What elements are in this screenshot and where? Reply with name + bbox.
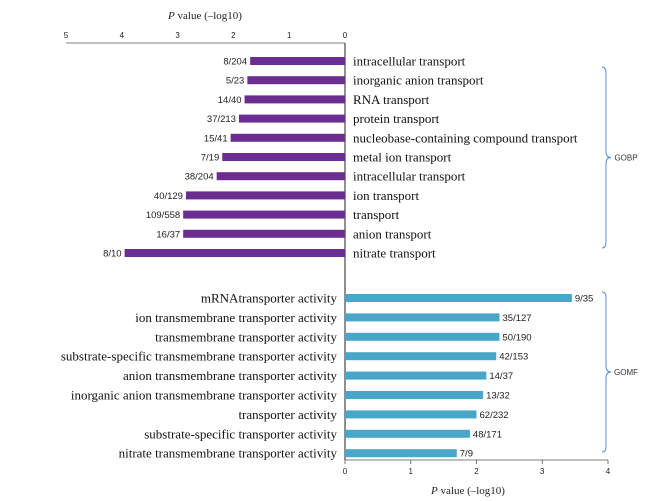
gobp-ratio-label: 40/129 xyxy=(154,191,183,202)
gomf-term-label: transmembrane transporter activity xyxy=(155,329,337,344)
gobp-term-label: RNA transport xyxy=(353,92,430,107)
gobp-bar xyxy=(244,95,345,104)
bottom-axis-tick-label: 2 xyxy=(474,467,479,476)
top-axis-tick-label: 5 xyxy=(64,31,69,40)
gobp-bar xyxy=(250,57,345,65)
gobp-term-label: nucleobase-containing compound transport xyxy=(353,130,578,145)
gomf-term-label: transporter activity xyxy=(238,407,337,422)
gobp-ratio-label: 16/37 xyxy=(156,229,180,240)
gobp-term-label: nitrate transport xyxy=(353,246,436,261)
gobp-bar xyxy=(183,229,345,238)
gomf-term-label: substrate-specific transmembrane transpo… xyxy=(61,349,338,364)
gomf-term-label: mRNAtransporter activity xyxy=(201,291,338,306)
gobp-bar xyxy=(238,114,345,123)
gobp-ratio-label: 5/23 xyxy=(226,76,245,87)
top-axis-tick-label: 1 xyxy=(287,31,292,40)
gobp-ratio-label: 109/558 xyxy=(146,210,180,221)
bottom-axis-tick-label: 1 xyxy=(409,467,414,476)
gobp-ratio-label: 37/213 xyxy=(207,114,236,125)
gomf-bar xyxy=(345,294,572,302)
gomf-ratio-label: 7/9 xyxy=(460,449,473,460)
bottom-axis-tick-label: 3 xyxy=(540,467,545,476)
gomf-bar xyxy=(345,410,477,419)
gomf-term-label: inorganic anion transmembrane transporte… xyxy=(71,388,338,403)
gobp-ratio-label: 8/10 xyxy=(103,249,122,260)
gobp-term-label: ion transport xyxy=(353,188,419,203)
gobp-bar xyxy=(222,153,345,161)
top-axis-tick-label: 0 xyxy=(343,31,348,40)
gobp-term-label: metal ion transport xyxy=(353,150,452,165)
gobp-bar xyxy=(216,172,345,181)
gobp-term-label: intracellular transport xyxy=(353,169,466,184)
gomf-ratio-label: 14/37 xyxy=(489,371,513,382)
gomf-ratio-label: 13/32 xyxy=(486,391,510,402)
gobp-bar xyxy=(124,249,345,257)
gomf-group-label: GOMF xyxy=(614,368,638,377)
gobp-term-label: inorganic anion transport xyxy=(353,73,484,88)
gobp-group-label: GOBP xyxy=(614,154,637,163)
gomf-ratio-label: 42/153 xyxy=(499,352,528,363)
gomf-term-label: nitrate transmembrane transporter activi… xyxy=(119,446,338,461)
gomf-ratio-label: 62/232 xyxy=(480,410,509,421)
gomf-ratio-label: 48/171 xyxy=(473,429,502,440)
gobp-term-label: transport xyxy=(353,207,400,222)
bottom-axis-title: P value (–log10) xyxy=(430,485,505,497)
gobp-ratio-label: 38/204 xyxy=(185,172,214,183)
gobp-brace xyxy=(601,66,612,249)
gobp-ratio-label: 7/19 xyxy=(201,153,220,164)
gomf-ratio-label: 50/190 xyxy=(503,332,532,343)
gobp-ratio-label: 14/40 xyxy=(218,95,242,106)
gomf-ratio-label: 35/127 xyxy=(503,313,532,324)
gomf-bar xyxy=(345,429,470,438)
top-axis-tick-label: 3 xyxy=(175,31,180,40)
gomf-brace xyxy=(601,291,612,453)
gobp-bar xyxy=(183,210,345,219)
gomf-bar xyxy=(345,391,484,399)
top-axis-tick-label: 4 xyxy=(120,31,125,40)
gobp-term-label: protein transport xyxy=(353,111,440,126)
gomf-bar xyxy=(345,371,487,380)
gomf-bar xyxy=(345,332,500,341)
bottom-axis-tick-label: 4 xyxy=(606,467,611,476)
gomf-ratio-label: 9/35 xyxy=(575,294,594,305)
bottom-axis-tick-label: 0 xyxy=(343,467,348,476)
gomf-term-label: substrate-specific transporter activity xyxy=(144,426,337,441)
top-axis-tick-label: 2 xyxy=(231,31,236,40)
gomf-term-label: anion transmembrane transporter activity xyxy=(123,368,338,383)
gobp-term-label: anion transport xyxy=(353,226,432,241)
top-axis-title: P value (–log10) xyxy=(167,10,242,22)
gomf-bar xyxy=(345,449,457,458)
gomf-bar xyxy=(345,352,497,361)
gobp-bar xyxy=(230,133,345,142)
gobp-term-label: intracellular transport xyxy=(353,54,466,69)
gobp-bar xyxy=(185,191,345,200)
gomf-term-label: ion transmembrane transporter activity xyxy=(135,310,337,325)
gobp-ratio-label: 15/41 xyxy=(204,133,228,144)
gobp-bar xyxy=(247,76,345,85)
gomf-bar xyxy=(345,313,500,322)
gobp-ratio-label: 8/204 xyxy=(223,57,247,68)
